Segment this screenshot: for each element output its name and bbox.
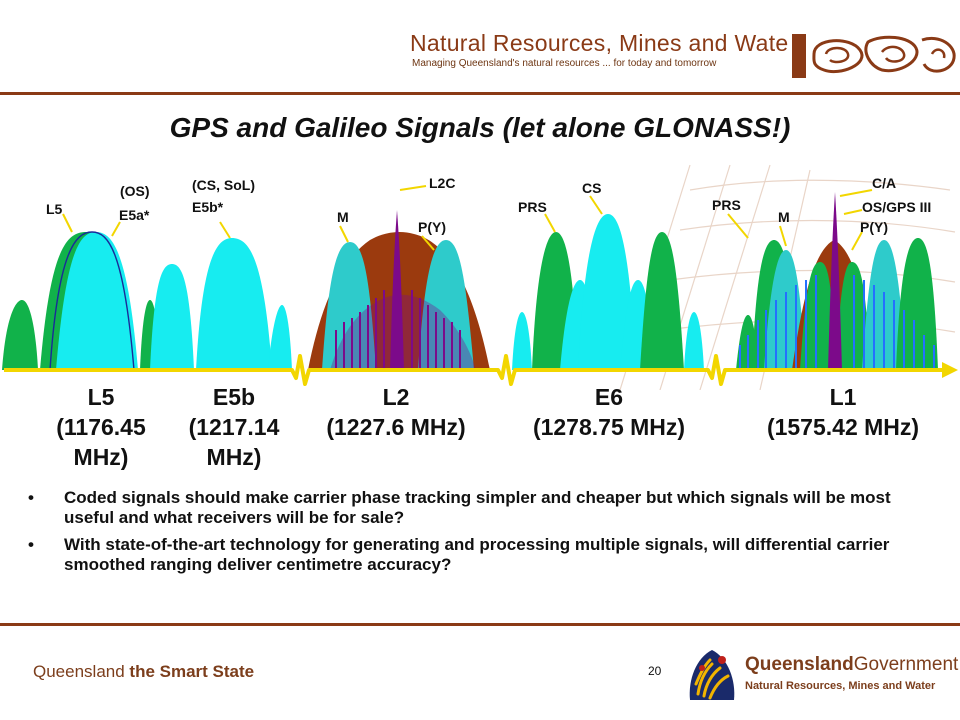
label-os-gps3: OS/GPS III	[862, 199, 931, 215]
l2-signal-lobes	[308, 210, 490, 370]
bullet-text: Coded signals should make carrier phase …	[64, 488, 891, 527]
band-e5b-name: E5b	[212, 384, 256, 410]
label-cs-e6: CS	[582, 180, 601, 196]
department-logo	[790, 32, 958, 80]
label-cs-sol: (CS, SoL)	[192, 177, 255, 193]
bullet-item: • Coded signals should make carrier phas…	[28, 488, 943, 527]
band-e5b: E5b (1217.14 MHz)	[176, 382, 292, 472]
band-l2: L2 (1227.6 MHz)	[308, 382, 484, 442]
band-e6: E6 (1278.75 MHz)	[516, 382, 702, 442]
government-name-b: Government	[853, 654, 959, 675]
label-ca: C/A	[872, 175, 896, 191]
bullet-marker: •	[28, 488, 34, 507]
l5-signal-lobes	[2, 231, 292, 371]
label-l5: L5	[46, 201, 63, 217]
header-divider	[0, 92, 960, 95]
department-title: Natural Resources, Mines and Water	[410, 30, 797, 56]
band-l1: L1 (1575.42 MHz)	[746, 382, 940, 442]
label-py-l2: P(Y)	[418, 219, 446, 235]
tagline-prefix: Queensland	[33, 662, 130, 681]
label-py-l1: P(Y)	[860, 219, 888, 235]
band-l2-freq: (1227.6 MHz)	[326, 414, 466, 440]
frequency-axis	[4, 354, 944, 386]
band-e6-name: E6	[594, 384, 624, 410]
slide-title: GPS and Galileo Signals (let alone GLONA…	[169, 112, 791, 143]
band-l5-freq: (1176.45	[56, 414, 146, 440]
government-name-a: Queensland	[745, 654, 854, 675]
band-e6-freq: (1278.75 MHz)	[532, 414, 686, 440]
label-prs-l1: PRS	[712, 197, 741, 213]
band-l2-name: L2	[382, 384, 410, 410]
government-name: QueenslandGovernment	[745, 654, 958, 676]
label-e5b: E5b*	[192, 199, 224, 215]
label-prs-e6: PRS	[518, 199, 547, 215]
page-number: 20	[648, 664, 662, 678]
signal-spectrum-diagram: L5 (OS) E5a* (CS, SoL) E5b* L2C M P(Y) P…	[2, 164, 958, 390]
tagline-suffix: the Smart State	[129, 662, 255, 681]
footer-divider	[0, 623, 960, 626]
label-os: (OS)	[120, 183, 150, 199]
band-e5b-freq-unit: MHz)	[206, 444, 262, 470]
band-l5-name: L5	[87, 384, 115, 410]
label-leaders	[62, 185, 873, 251]
band-l5: L5 (1176.45 MHz)	[46, 382, 156, 472]
e6-signal-lobes	[512, 214, 704, 370]
label-l2c: L2C	[429, 175, 455, 191]
band-l1-freq: (1575.42 MHz)	[766, 414, 920, 440]
bullet-marker: •	[28, 535, 34, 554]
axis-arrowhead	[942, 362, 958, 378]
government-department: Natural Resources, Mines and Water	[745, 680, 936, 692]
l1-signal-lobes	[736, 192, 938, 370]
bullet-item: • With state-of-the-art technology for g…	[28, 535, 943, 574]
label-e5a: E5a*	[119, 207, 150, 223]
queensland-government-crest	[689, 650, 735, 700]
label-m-l1: M	[778, 209, 790, 225]
band-l5-freq-unit: MHz)	[73, 444, 129, 470]
bullet-list: • Coded signals should make carrier phas…	[28, 488, 943, 582]
bullet-text: With state-of-the-art technology for gen…	[64, 535, 890, 574]
band-l1-name: L1	[829, 384, 857, 410]
band-e5b-freq: (1217.14	[188, 414, 280, 440]
department-subtitle: Managing Queensland's natural resources …	[412, 58, 717, 69]
smart-state-tagline: Queensland the Smart State	[33, 662, 254, 682]
label-m-l2: M	[337, 209, 349, 225]
